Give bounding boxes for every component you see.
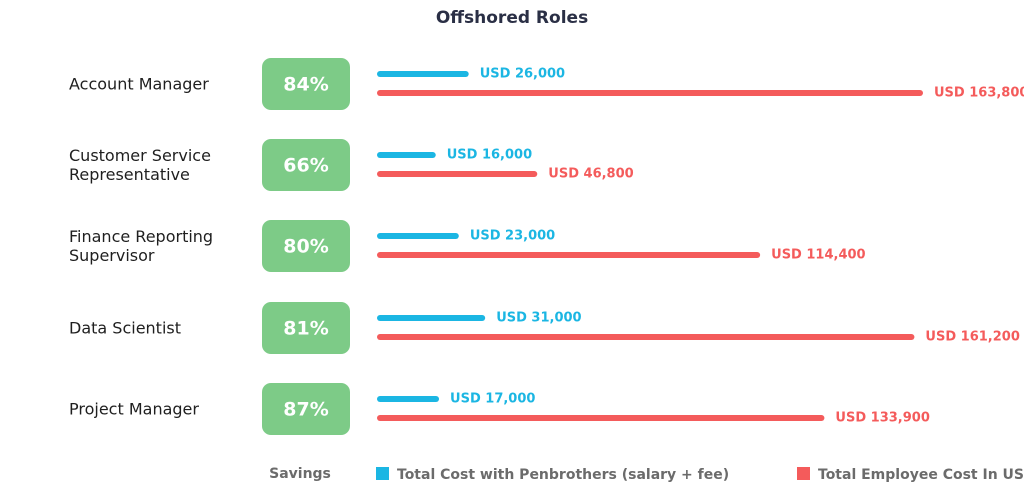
savings-label: 81% — [283, 318, 328, 340]
savings-label: 84% — [283, 74, 328, 96]
category-label: Finance Reporting Supervisor — [69, 227, 214, 265]
category-label: Account Manager — [69, 74, 209, 94]
value-label: USD 26,000 — [480, 67, 565, 82]
savings-badge — [262, 302, 350, 354]
value-label: USD 163,800 — [934, 86, 1024, 101]
value-label: USD 23,000 — [470, 229, 555, 244]
savings-label: 80% — [283, 236, 328, 258]
chart-title: Offshored Roles — [436, 8, 588, 28]
value-label: USD 16,000 — [447, 148, 532, 163]
savings-label: 87% — [283, 399, 328, 421]
value-label: USD 114,400 — [771, 248, 865, 263]
savings-badge — [262, 58, 350, 110]
legend-label: Savings — [269, 466, 331, 482]
savings-badge — [262, 220, 350, 272]
savings-label: 66% — [283, 155, 328, 177]
savings-badge — [262, 383, 350, 435]
category-label: Data Scientist — [69, 318, 181, 338]
category-label: Project Manager — [69, 399, 199, 419]
value-label: USD 31,000 — [496, 311, 581, 326]
value-label: USD 46,800 — [548, 167, 633, 182]
legend-label: Total Cost with Penbrothers (salary + fe… — [397, 467, 729, 483]
legend-label: Total Employee Cost In US — [818, 467, 1024, 483]
value-label: USD 161,200 — [925, 330, 1019, 345]
value-label: USD 17,000 — [450, 392, 535, 407]
category-label: Customer Service Representative — [69, 146, 211, 184]
value-label: USD 133,900 — [835, 411, 929, 426]
savings-badge — [262, 139, 350, 191]
legend-swatch — [797, 467, 810, 480]
legend-swatch — [376, 467, 389, 480]
